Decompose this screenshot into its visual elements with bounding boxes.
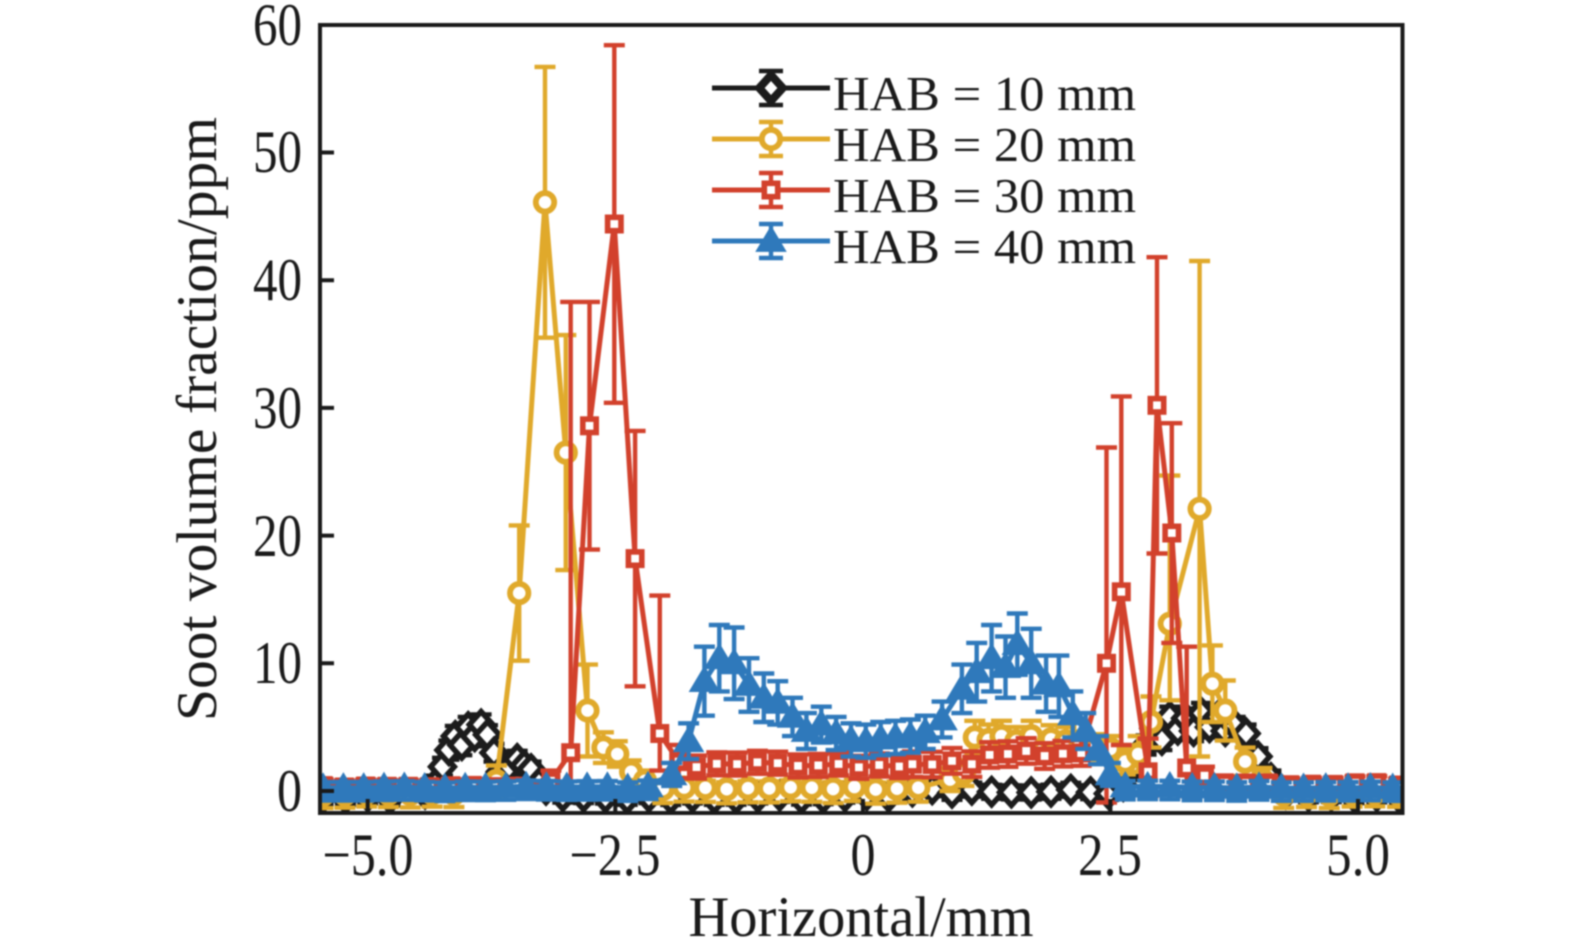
svg-text:50: 50 (253, 119, 302, 185)
svg-text:HAB = 40 mm: HAB = 40 mm (833, 219, 1136, 274)
svg-text:5.0: 5.0 (1326, 822, 1390, 888)
svg-text:10: 10 (253, 630, 302, 696)
svg-text:20: 20 (253, 503, 302, 569)
svg-text:HAB = 10 mm: HAB = 10 mm (833, 66, 1136, 121)
svg-text:0: 0 (277, 758, 302, 824)
svg-text:Horizontal/mm: Horizontal/mm (689, 886, 1034, 949)
svg-text:0: 0 (851, 822, 876, 888)
svg-text:30: 30 (253, 375, 302, 441)
svg-text:−5.0: −5.0 (323, 822, 414, 888)
svg-text:Soot volume fraction/ppm: Soot volume fraction/ppm (166, 117, 229, 721)
svg-text:HAB = 30 mm: HAB = 30 mm (833, 168, 1136, 223)
svg-text:60: 60 (253, 0, 302, 58)
svg-text:40: 40 (253, 247, 302, 313)
svg-text:2.5: 2.5 (1078, 822, 1142, 888)
svg-text:−2.5: −2.5 (570, 822, 661, 888)
svg-text:HAB = 20 mm: HAB = 20 mm (833, 117, 1136, 172)
